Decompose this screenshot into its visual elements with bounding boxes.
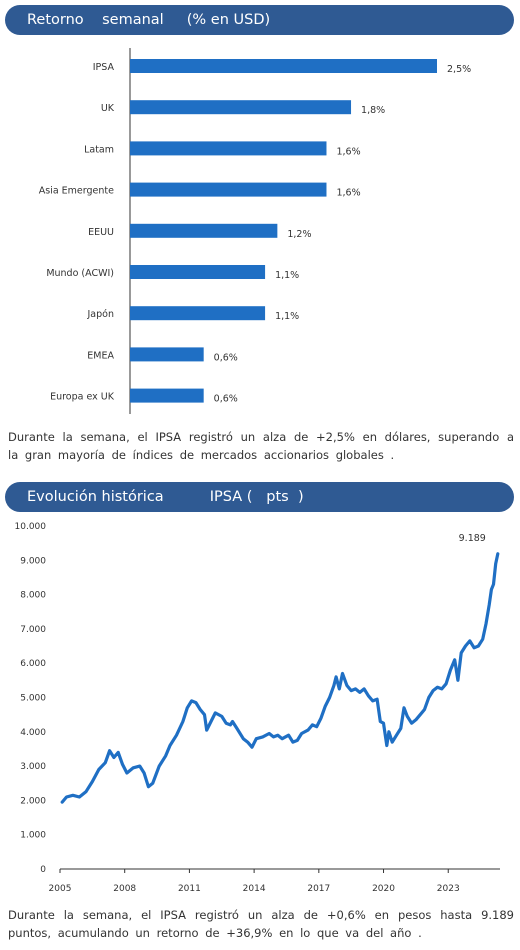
x-tick-label: 2023 xyxy=(437,884,460,894)
bar-category-label: Europa ex UK xyxy=(50,392,115,403)
bar-value-label: 1,1% xyxy=(275,311,299,322)
bar xyxy=(130,100,352,115)
bar xyxy=(130,388,204,403)
x-tick-label: 2005 xyxy=(49,884,72,894)
ipsa-last-value-label: 9.189 xyxy=(459,533,486,544)
ipsa-history-commentary: Durante la semana, el IPSA registró un a… xyxy=(8,908,514,940)
y-tick-label: 2.000 xyxy=(20,796,46,806)
y-tick-label: 0 xyxy=(40,865,46,875)
bar-category-label: Asia Emergente xyxy=(39,186,114,197)
bar-value-label: 0,6% xyxy=(214,352,238,363)
bar xyxy=(130,223,278,238)
bar xyxy=(130,182,327,197)
y-tick-label: 8.000 xyxy=(20,591,46,601)
bar xyxy=(130,347,204,362)
y-tick-label: 7.000 xyxy=(20,625,46,635)
bar xyxy=(130,306,266,321)
bar-value-label: 1,6% xyxy=(336,146,360,157)
ipsa-history-line-chart: 0 1.000 2.000 3.000 4.000 5.000 6.000 7.000 8.00… xyxy=(15,522,500,894)
weekly-return-bar-chart: IPSA 2,5% UK 1,8% Latam 1,6% Asia Emergente 1,6… xyxy=(39,48,471,414)
bar xyxy=(130,265,266,279)
bar-category-label: UK xyxy=(101,103,115,114)
bar-value-label: 2,5% xyxy=(447,64,471,75)
bar-category-label: Japón xyxy=(87,309,115,320)
bar xyxy=(130,59,437,73)
y-tick-label: 3.000 xyxy=(20,762,46,772)
bar-value-label: 1,6% xyxy=(336,188,360,199)
bar-category-label: IPSA xyxy=(93,62,115,73)
ipsa-series-line xyxy=(60,552,500,804)
y-tick-label: 6.000 xyxy=(20,659,46,669)
bar-value-label: 1,1% xyxy=(275,270,299,281)
y-tick-label: 10.000 xyxy=(15,522,47,532)
y-tick-label: 5.000 xyxy=(20,694,46,704)
x-tick-label: 2014 xyxy=(243,884,266,894)
y-tick-label: 1.000 xyxy=(20,831,46,841)
bar xyxy=(130,141,327,156)
bar-category-label: Mundo (ACWI) xyxy=(46,268,114,279)
bar-category-label: Latam xyxy=(84,144,114,155)
x-tick-label: 2008 xyxy=(113,884,136,894)
bar-value-label: 0,6% xyxy=(214,394,238,405)
x-tick-label: 2011 xyxy=(178,884,201,894)
y-tick-label: 4.000 xyxy=(20,728,46,738)
bar-category-label: EMEA xyxy=(87,350,114,361)
bar-category-label: EEUU xyxy=(88,227,114,238)
section-header-ipsa-history: Evolución histórica IPSA ( pts ) xyxy=(5,482,514,512)
section-header-weekly-return: Retorno semanal (% en USD) xyxy=(5,5,514,35)
x-tick-label: 2017 xyxy=(307,884,330,894)
y-tick-label: 9.000 xyxy=(20,556,46,566)
weekly-return-commentary: Durante la semana, el IPSA registró un a… xyxy=(8,430,514,462)
bar-value-label: 1,8% xyxy=(361,105,385,116)
bar-value-label: 1,2% xyxy=(287,229,311,240)
x-tick-label: 2020 xyxy=(372,884,395,894)
